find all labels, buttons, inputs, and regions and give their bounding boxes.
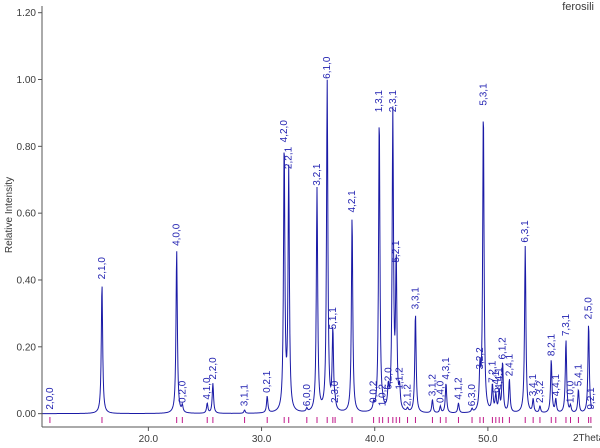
peak-label: 4,1,2 xyxy=(453,377,464,400)
peak-label: 2,4,1 xyxy=(504,354,515,377)
peak-label: 5,3,1 xyxy=(478,83,489,106)
peak-label: 2,3,1 xyxy=(388,90,399,113)
peak-label: 1,0,0 xyxy=(565,380,576,403)
peak-label: 3,2,1 xyxy=(312,163,323,186)
y-tick-label: 1.00 xyxy=(17,75,37,86)
y-tick-label: 0.40 xyxy=(17,275,37,286)
peak-label: 0,2,1 xyxy=(262,370,273,393)
peak-label: 4,2,0 xyxy=(279,120,290,143)
peak-label: 2,2,1 xyxy=(284,146,295,169)
y-tick-label: 0.00 xyxy=(17,409,37,420)
peak-label: 3,4,1 xyxy=(528,374,539,397)
y-tick-label: 0.20 xyxy=(17,342,37,353)
y-axis-ticks: 0.00 0.20 0.40 0.60 0.80 1.00 1.20 xyxy=(17,8,42,420)
peak-label: 4,3,1 xyxy=(441,357,452,380)
chart-title: ferosili xyxy=(562,1,594,13)
peak-label: 6,2,0 xyxy=(383,367,394,390)
x-tick-label: 30.0 xyxy=(252,434,272,445)
peak-label: 4,4,1 xyxy=(551,374,562,397)
peak-label: 5,4,1 xyxy=(573,364,584,387)
peak-label: 6,1,0 xyxy=(322,56,333,79)
peak-label: 3,1,1 xyxy=(240,384,251,407)
peak-label: 8,2,1 xyxy=(546,333,557,356)
x-tick-label: 20.0 xyxy=(139,434,159,445)
peak-label: 2,1,0 xyxy=(97,257,108,280)
peak-label: 2,3,2 xyxy=(535,380,546,403)
x-tick-label: 50.0 xyxy=(478,434,498,445)
y-tick-label: 0.80 xyxy=(17,142,37,153)
peak-label: 4,4,1 xyxy=(494,367,505,390)
peak-markers xyxy=(49,417,592,423)
peak-label: 5,1,1 xyxy=(328,307,339,330)
peak-label: 4,2,1 xyxy=(347,190,358,213)
peak-label: 3,2,2 xyxy=(475,347,486,370)
peak-label: 6,3,0 xyxy=(467,384,478,407)
peak-label: 4,1,0 xyxy=(202,377,213,400)
peak-label: 9,2,1 xyxy=(586,387,597,410)
peak-label: 7,2,1 xyxy=(487,360,498,383)
peak-label: 2,2,0 xyxy=(208,357,219,380)
peak-label: 6,0,0 xyxy=(302,384,313,407)
x-tick-label: 40.0 xyxy=(365,434,385,445)
peak-label: 4,0,0 xyxy=(172,223,183,246)
y-axis-label: Relative Intensity xyxy=(4,177,15,253)
peak-label: 3,3,1 xyxy=(410,287,421,310)
peak-label: 0,2,0 xyxy=(177,380,188,403)
peak-label: 1,3,1 xyxy=(374,90,385,113)
peak-label: 3,1,2 xyxy=(427,374,438,397)
peak-label: 2,1,2 xyxy=(403,384,414,407)
x-axis-label: 2Theta xyxy=(573,433,600,444)
peak-label: 1,0,2 xyxy=(378,384,389,407)
peak-label: 0,0,2 xyxy=(369,380,380,403)
peak-label: 5,2,1 xyxy=(391,240,402,263)
peak-label: 6,4,1 xyxy=(491,370,502,393)
peak-label: 0,4,0 xyxy=(435,380,446,403)
peak-label: 2,3,0 xyxy=(330,380,341,403)
peak-label: 6,1,2 xyxy=(498,337,509,360)
peak-label: 2,0,0 xyxy=(45,387,56,410)
peak-label: 1,1,2 xyxy=(395,367,406,390)
peak-label: 7,3,1 xyxy=(561,313,572,336)
peak-labels: 2,0,0 2,1,0 4,0,0 0,2,0 4,1,02,2,0 3,1,1 0,2,1… xyxy=(45,56,597,409)
y-tick-label: 1.20 xyxy=(17,8,37,19)
intensity-profile-line xyxy=(42,79,593,415)
y-tick-label: 0.60 xyxy=(17,209,37,220)
peak-label: 6,3,1 xyxy=(520,220,531,243)
peak-label: 2,5,0 xyxy=(584,297,595,320)
x-axis-ticks: 20.0 30.0 40.0 50.0 xyxy=(139,427,498,445)
